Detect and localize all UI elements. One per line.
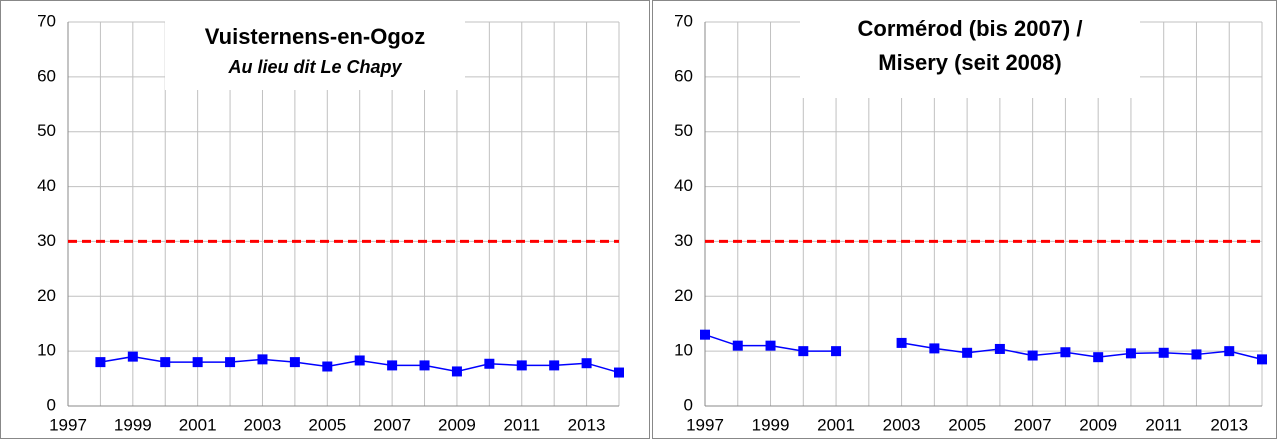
x-tick-label: 2009	[1079, 415, 1117, 434]
x-tick-label: 2011	[503, 415, 540, 434]
marker	[419, 360, 430, 371]
x-tick-label: 2005	[308, 415, 346, 434]
y-tick-label: 0	[684, 395, 693, 414]
marker	[831, 346, 842, 357]
marker	[1060, 347, 1071, 358]
y-tick-label: 30	[674, 231, 693, 250]
series-line	[901, 342, 1263, 361]
y-tick-label: 40	[37, 176, 56, 195]
marker	[962, 347, 973, 358]
marker	[1125, 348, 1136, 359]
marker	[1224, 346, 1235, 357]
y-tick-label: 30	[37, 231, 56, 250]
marker	[160, 357, 171, 368]
x-tick-label: 2005	[948, 415, 986, 434]
marker	[127, 351, 138, 362]
marker	[994, 343, 1005, 354]
x-tick-label: 2007	[373, 415, 411, 434]
marker	[1158, 347, 1169, 358]
marker	[451, 366, 462, 377]
y-tick-label: 60	[674, 66, 693, 85]
chart-title: Misery (seit 2008)	[878, 50, 1061, 75]
marker	[1027, 350, 1038, 361]
marker	[549, 360, 560, 371]
x-tick-label: 2003	[883, 415, 921, 434]
y-tick-label: 20	[674, 286, 693, 305]
y-tick-label: 20	[37, 286, 56, 305]
x-tick-label: 2011	[1145, 415, 1182, 434]
y-tick-label: 70	[37, 11, 56, 30]
x-tick-label: 2003	[244, 415, 282, 434]
x-tick-label: 2001	[817, 415, 855, 434]
x-tick-label: 2007	[1014, 415, 1052, 434]
title-box	[800, 8, 1140, 98]
marker	[765, 340, 776, 351]
marker	[192, 357, 203, 368]
marker	[354, 355, 365, 366]
x-tick-label: 1999	[752, 415, 790, 434]
x-tick-label: 2001	[179, 415, 217, 434]
y-tick-label: 70	[674, 11, 693, 30]
marker	[798, 346, 809, 357]
y-tick-label: 50	[674, 121, 693, 140]
y-tick-label: 10	[37, 341, 56, 360]
marker	[484, 358, 495, 369]
x-tick-label: 2013	[1210, 415, 1248, 434]
x-tick-label: 1999	[114, 415, 152, 434]
marker	[1093, 352, 1104, 363]
marker	[581, 358, 592, 369]
marker	[700, 329, 710, 340]
marker	[95, 357, 106, 368]
marker	[614, 367, 624, 378]
marker	[387, 360, 398, 371]
marker	[257, 354, 268, 365]
x-tick-label: 1997	[686, 415, 724, 434]
x-tick-label: 1997	[49, 415, 87, 434]
marker	[322, 361, 333, 372]
chart-title: Cormérod (bis 2007) /	[858, 16, 1083, 41]
x-tick-label: 2013	[568, 415, 606, 434]
y-tick-label: 60	[37, 66, 56, 85]
y-tick-label: 40	[674, 176, 693, 195]
y-tick-label: 0	[47, 395, 56, 414]
marker	[929, 343, 940, 354]
marker	[516, 360, 527, 371]
marker	[225, 357, 236, 368]
title-box	[165, 16, 465, 90]
marker	[732, 340, 743, 351]
chart-title: Vuisternens-en-Ogoz	[205, 24, 425, 49]
y-tick-label: 10	[674, 341, 693, 360]
marker	[1257, 354, 1267, 365]
marker	[896, 337, 907, 348]
chart-subtitle: Au lieu dit Le Chapy	[227, 57, 402, 77]
marker	[1191, 349, 1202, 360]
marker	[289, 357, 300, 368]
x-tick-label: 2009	[438, 415, 476, 434]
y-tick-label: 50	[37, 121, 56, 140]
